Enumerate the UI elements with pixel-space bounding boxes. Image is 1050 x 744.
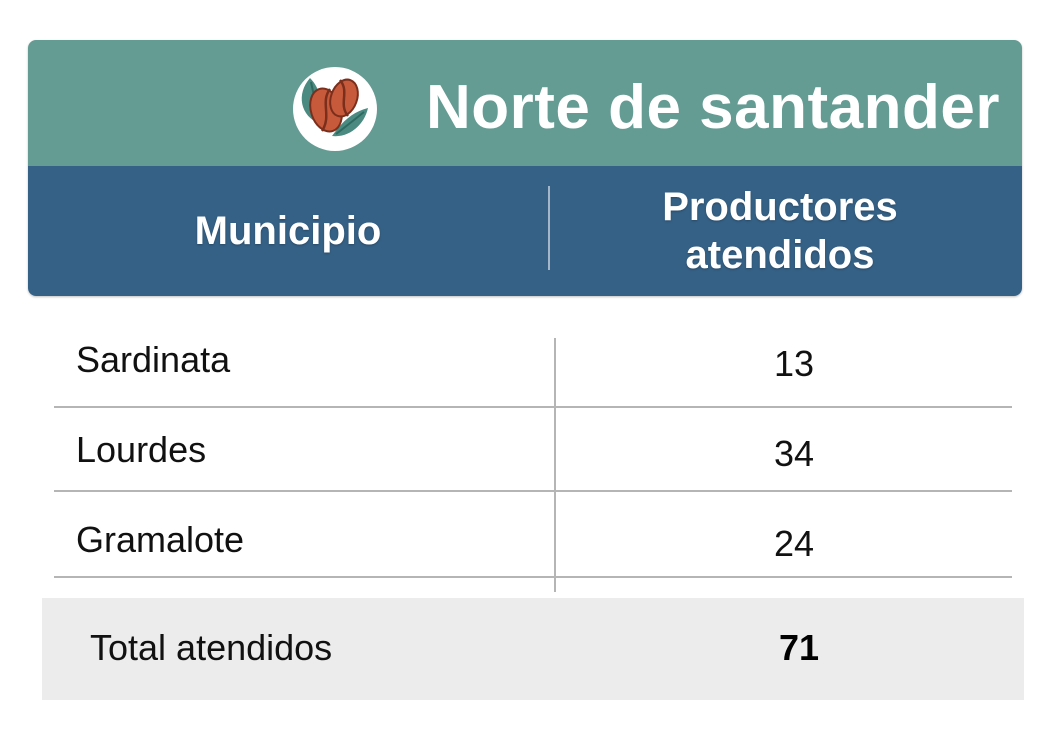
page-title: Norte de santander <box>425 73 1000 142</box>
productores-cell: 13 <box>773 343 815 384</box>
municipio-cell: Sardinata <box>76 339 231 380</box>
total-value: 71 <box>778 627 820 668</box>
productores-cell: 24 <box>773 523 815 564</box>
table-row: Sardinata 13 <box>54 330 1012 416</box>
column-header-productores-line1: Productores <box>662 185 898 229</box>
municipio-cell: Lourdes <box>76 429 207 470</box>
column-header-productores-line2: atendidos <box>685 233 875 277</box>
total-label: Total atendidos <box>90 627 333 668</box>
productores-cell: 34 <box>773 433 815 474</box>
column-header-municipio: Municipio <box>194 209 382 253</box>
column-divider <box>554 338 556 592</box>
table-header: Municipio Productores atendidos <box>28 166 1022 296</box>
header-divider <box>548 186 550 270</box>
row-divider <box>54 406 1012 408</box>
row-divider <box>54 576 1012 578</box>
municipio-cell: Gramalote <box>76 519 245 560</box>
row-divider <box>54 490 1012 492</box>
table-body: Sardinata 13 Lourdes 34 Gramalote 24 <box>54 330 1012 592</box>
table-card: Norte de santander Municipio Productores… <box>28 40 1022 296</box>
column-header-productores: Productores atendidos <box>550 166 1010 296</box>
total-row: Total atendidos 71 <box>42 598 1024 700</box>
coffee-beans-icon <box>290 64 380 154</box>
table-row: Gramalote 24 <box>54 496 1012 582</box>
title-bar: Norte de santander <box>28 40 1022 166</box>
table-row: Lourdes 34 <box>54 410 1012 496</box>
